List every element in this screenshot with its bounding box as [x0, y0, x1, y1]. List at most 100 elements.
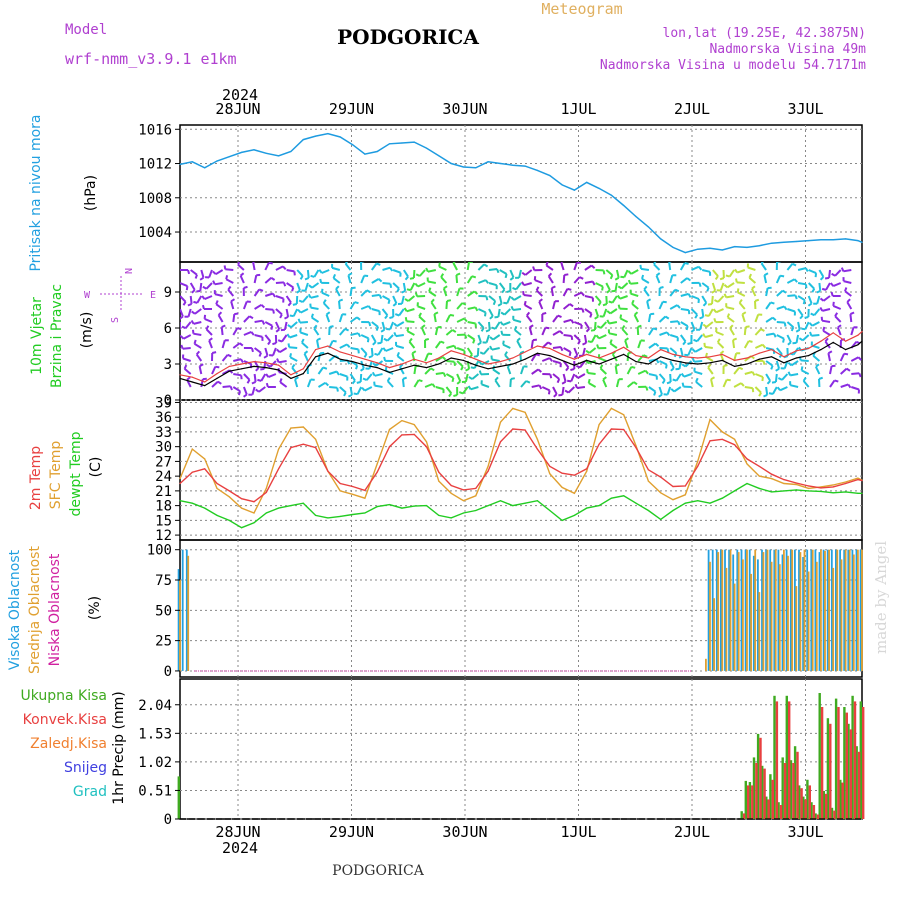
wind-barb-tick — [501, 288, 506, 294]
wind-barb — [477, 321, 485, 329]
precip-bar-konvek — [857, 751, 861, 819]
data-point — [721, 359, 723, 361]
top-day-label: 2JUL — [674, 100, 710, 118]
wind-barb-tick — [354, 301, 359, 305]
data-point — [265, 362, 267, 364]
wind-barb-tick — [808, 322, 814, 327]
data-point — [586, 468, 588, 470]
wind-barb-tick — [736, 288, 740, 293]
grid-layer — [180, 125, 862, 820]
wind-barb — [427, 269, 437, 273]
wind-barb-tick — [787, 361, 793, 367]
wind-barb-tick — [494, 315, 499, 319]
wind-barb-tick — [368, 355, 373, 359]
wind-barb-tick — [301, 338, 305, 344]
wind-barb — [844, 290, 852, 297]
data-point — [598, 187, 600, 189]
wind-barb-tick — [217, 380, 222, 385]
wind-barb-tick — [633, 311, 639, 316]
wind-barb-tick — [318, 269, 323, 274]
wind-barb-tick — [553, 393, 558, 398]
wind-barb — [347, 275, 352, 284]
wind-barb — [694, 347, 703, 353]
wind-barb — [594, 295, 602, 303]
precip-bar-ukupna — [777, 802, 780, 819]
wind-barb — [313, 269, 320, 278]
wind-barb-tick — [589, 313, 593, 318]
wind-axis-title-1: 10m Vjetar — [29, 297, 45, 375]
wind-barb — [787, 294, 796, 297]
data-point — [241, 151, 243, 153]
precip-bar-konvek — [775, 701, 779, 819]
wind-barb-tick — [719, 350, 725, 355]
wind-barb — [180, 295, 187, 303]
wind-barb-tick — [741, 311, 747, 316]
wind-barb — [765, 316, 774, 323]
wind-barb — [774, 373, 778, 383]
wind-barb-tick — [810, 312, 815, 317]
wind-barb — [679, 262, 686, 271]
data-point — [524, 165, 526, 167]
wind-barb — [579, 360, 586, 368]
wind-barb-tick — [319, 278, 323, 284]
wind-barb-tick — [504, 273, 508, 279]
wind-barb — [243, 315, 251, 323]
wind-barb-tick — [468, 376, 473, 380]
wind-barb-tick — [440, 340, 445, 344]
wind-barb-tick — [403, 307, 408, 312]
wind-barb — [701, 295, 708, 304]
wind-barb — [194, 308, 202, 315]
wind-barb — [406, 320, 415, 323]
wind-barb-tick — [694, 314, 699, 319]
wind-barb-tick — [556, 378, 561, 384]
wind-barb-tick — [567, 287, 572, 291]
wind-barb — [268, 373, 277, 379]
wind-barb — [233, 358, 242, 362]
cloud-bar-srednja — [836, 549, 839, 671]
wind-barb-tick — [779, 274, 785, 278]
wind-barb — [184, 321, 192, 329]
wind-barb — [790, 384, 799, 388]
wind-barb-tick — [289, 314, 294, 318]
data-point — [709, 356, 711, 358]
data-point — [487, 368, 489, 370]
wind-barb — [506, 366, 512, 375]
wind-barb — [708, 308, 714, 317]
data-point — [783, 479, 785, 481]
wind-barb — [786, 321, 795, 328]
data-point — [179, 482, 181, 485]
data-point — [487, 505, 489, 507]
wind-barb-tick — [461, 302, 467, 306]
wind-barb-tick — [561, 380, 567, 385]
data-point — [771, 478, 773, 480]
wind-barb-tick — [761, 376, 764, 382]
data-point — [746, 458, 748, 460]
precip-bar-konvek — [853, 701, 857, 819]
wind-barb-tick — [843, 352, 849, 356]
wind-barb-tick — [203, 314, 207, 320]
cloud-bar-visoka — [732, 554, 735, 671]
wind-barb — [385, 347, 394, 352]
wind-barb — [648, 373, 657, 377]
wind-barb-tick — [191, 310, 196, 315]
wind-barb-tick — [500, 311, 506, 316]
wind-barb-tick — [521, 281, 525, 286]
precip-bar-konvek — [833, 810, 836, 819]
wind-barb-tick — [456, 272, 461, 276]
wind-barb-tick — [433, 311, 439, 316]
wind-barb-tick — [500, 330, 504, 335]
wind-barb-tick — [711, 289, 716, 294]
data-point — [450, 357, 452, 359]
wind-barb-tick — [723, 293, 728, 298]
precip-bar-ukupna — [748, 782, 752, 819]
wind-barb — [832, 304, 842, 310]
data-point — [462, 359, 465, 361]
data-point — [499, 361, 502, 363]
data-point — [413, 505, 415, 507]
wind-barb — [659, 360, 668, 366]
data-point — [832, 486, 834, 488]
precip-bar-ukupna — [785, 695, 788, 819]
wind-barb — [317, 352, 322, 362]
data-point — [861, 492, 863, 494]
data-point — [857, 334, 859, 336]
